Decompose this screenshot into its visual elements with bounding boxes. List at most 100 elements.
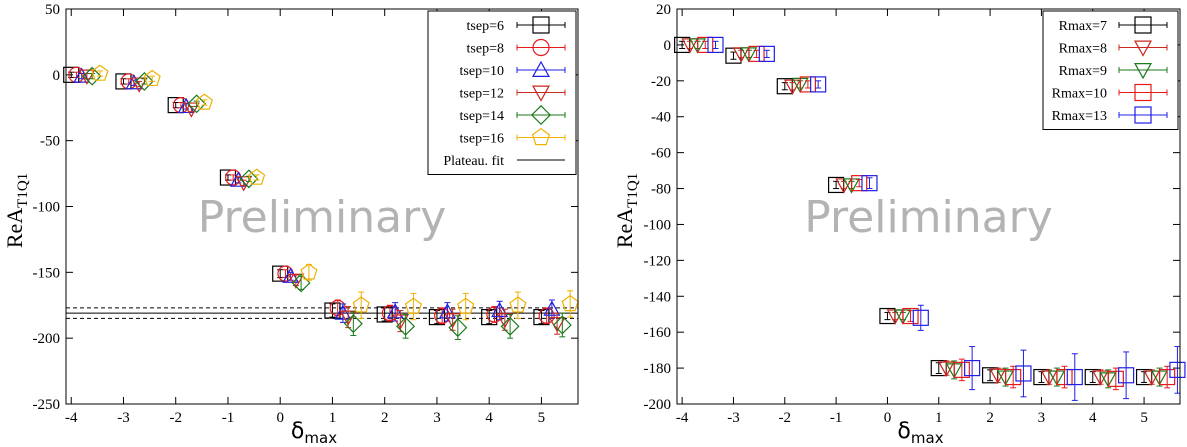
legend-label: tsep=8 [467, 42, 504, 57]
data-point [758, 45, 775, 62]
y-tick-label: -160 [644, 325, 672, 341]
watermark-text: Preliminary [198, 192, 446, 243]
data-point [457, 297, 475, 314]
y-tick-label: -100 [644, 217, 672, 233]
data-point [902, 307, 919, 325]
data-point [799, 76, 816, 93]
y-tick-label: 0 [664, 38, 672, 54]
legend-label: Rmax=10 [1052, 87, 1107, 102]
x-tick-label: -1 [222, 410, 235, 426]
data-point [235, 176, 253, 192]
data-point [496, 313, 514, 329]
data-point [552, 315, 572, 335]
data-point [78, 69, 96, 85]
data-point [381, 305, 399, 322]
y-tick-label: -180 [644, 361, 672, 377]
plot-frame [65, 8, 579, 405]
legend-label: Rmax=9 [1059, 64, 1107, 79]
x-tick-label: 3 [433, 410, 441, 426]
data-point [1056, 368, 1073, 386]
data-point [73, 67, 91, 83]
x-tick-label: 4 [485, 410, 493, 426]
data-point [282, 267, 300, 283]
legend-label: tsep=14 [460, 109, 504, 124]
x-tick-label: 5 [538, 410, 546, 426]
series-rmax-10 [697, 36, 1176, 391]
x-tick-label: 2 [986, 410, 994, 426]
data-point [386, 303, 404, 319]
data-point [239, 169, 259, 189]
series-rmax-13 [707, 36, 1186, 401]
data-point [125, 73, 143, 90]
left-panel: Preliminary -4 -3 -2 -1 0 1 2 3 4 5 -250 -200 -150 -10… [2, 2, 579, 447]
right-panel: Preliminary-4 -3 -2 -1 0 1 2 3 4 5-200-180-160-14… [612, 2, 1186, 447]
y-axis-label: ReAT1Q1 [2, 173, 31, 248]
data-point [300, 263, 318, 280]
legend-marker [1133, 40, 1153, 57]
legend-label: tsep=16 [460, 132, 504, 147]
legend-label: Plateau. fit [443, 154, 504, 169]
legend-marker [531, 85, 551, 102]
x-tick-label: -2 [779, 410, 792, 426]
data-point [343, 314, 363, 334]
data-point [404, 297, 422, 314]
data-point [964, 359, 981, 377]
x-tick-label: -4 [65, 410, 78, 426]
legend: tsep=6 tsep=8 tsep=10 tsep=12 tsep=14 tsep=16… [427, 10, 577, 175]
data-point [195, 93, 214, 110]
data-point [543, 300, 561, 316]
data-point [248, 168, 266, 185]
y-tick-label: 0 [53, 68, 61, 84]
x-tick-label: -3 [117, 410, 130, 426]
data-point [229, 171, 247, 187]
data-point [561, 294, 579, 312]
y-tick-label: -250 [33, 397, 61, 413]
data-point [82, 66, 102, 86]
y-tick-label: 20 [656, 2, 671, 18]
x-tick-label: 2 [381, 410, 389, 426]
data-point [182, 102, 200, 118]
legend: Rmax=7 Rmax=8 Rmax=9 Rmax=10 Rmax=13 [1042, 10, 1179, 130]
data-point [707, 36, 724, 54]
data-point [1107, 370, 1124, 387]
data-point [1015, 365, 1032, 382]
data-point [391, 314, 409, 330]
x-axis-label-sub: max [304, 429, 337, 447]
y-tick-label: -200 [33, 331, 61, 347]
data-point [697, 36, 714, 54]
y-axis-label: ReAT1Q1 [612, 173, 641, 248]
x-tick-label: 3 [1038, 410, 1046, 426]
y-tick-label: -150 [33, 265, 61, 281]
data-point [861, 175, 878, 192]
legend-label: tsep=12 [460, 87, 504, 102]
data-point [134, 71, 154, 91]
legend-marker [1134, 106, 1152, 124]
y-tick-label: -50 [40, 134, 60, 150]
legend-marker [531, 60, 551, 78]
legend-label: tsep=10 [460, 64, 504, 79]
legend-marker [530, 104, 552, 126]
data-point [352, 296, 370, 313]
data-point [1169, 361, 1186, 378]
data-point [1118, 367, 1135, 384]
y-tick-label: -60 [651, 146, 671, 162]
y-axis-label-sub: T1Q1 [625, 173, 641, 208]
data-point [1066, 368, 1083, 386]
data-point [1005, 368, 1022, 386]
data-point [989, 368, 1007, 385]
y-tick-label: -40 [651, 110, 671, 126]
legend-marker [531, 127, 551, 146]
data-point [912, 309, 929, 326]
x-tick-label: -4 [676, 410, 689, 426]
y-tick-label: -80 [651, 182, 671, 198]
legend-label: Rmax=8 [1059, 42, 1107, 57]
series-tsep-16 [91, 64, 579, 321]
legend-marker [1134, 16, 1152, 34]
data-point [810, 76, 827, 93]
x-tick-label: 5 [1140, 410, 1148, 426]
y-axis-label-sub: T1Q1 [15, 173, 31, 208]
data-point [783, 79, 802, 95]
x-axis-label-sub: max [911, 429, 944, 447]
legend-label: Rmax=13 [1052, 109, 1107, 124]
